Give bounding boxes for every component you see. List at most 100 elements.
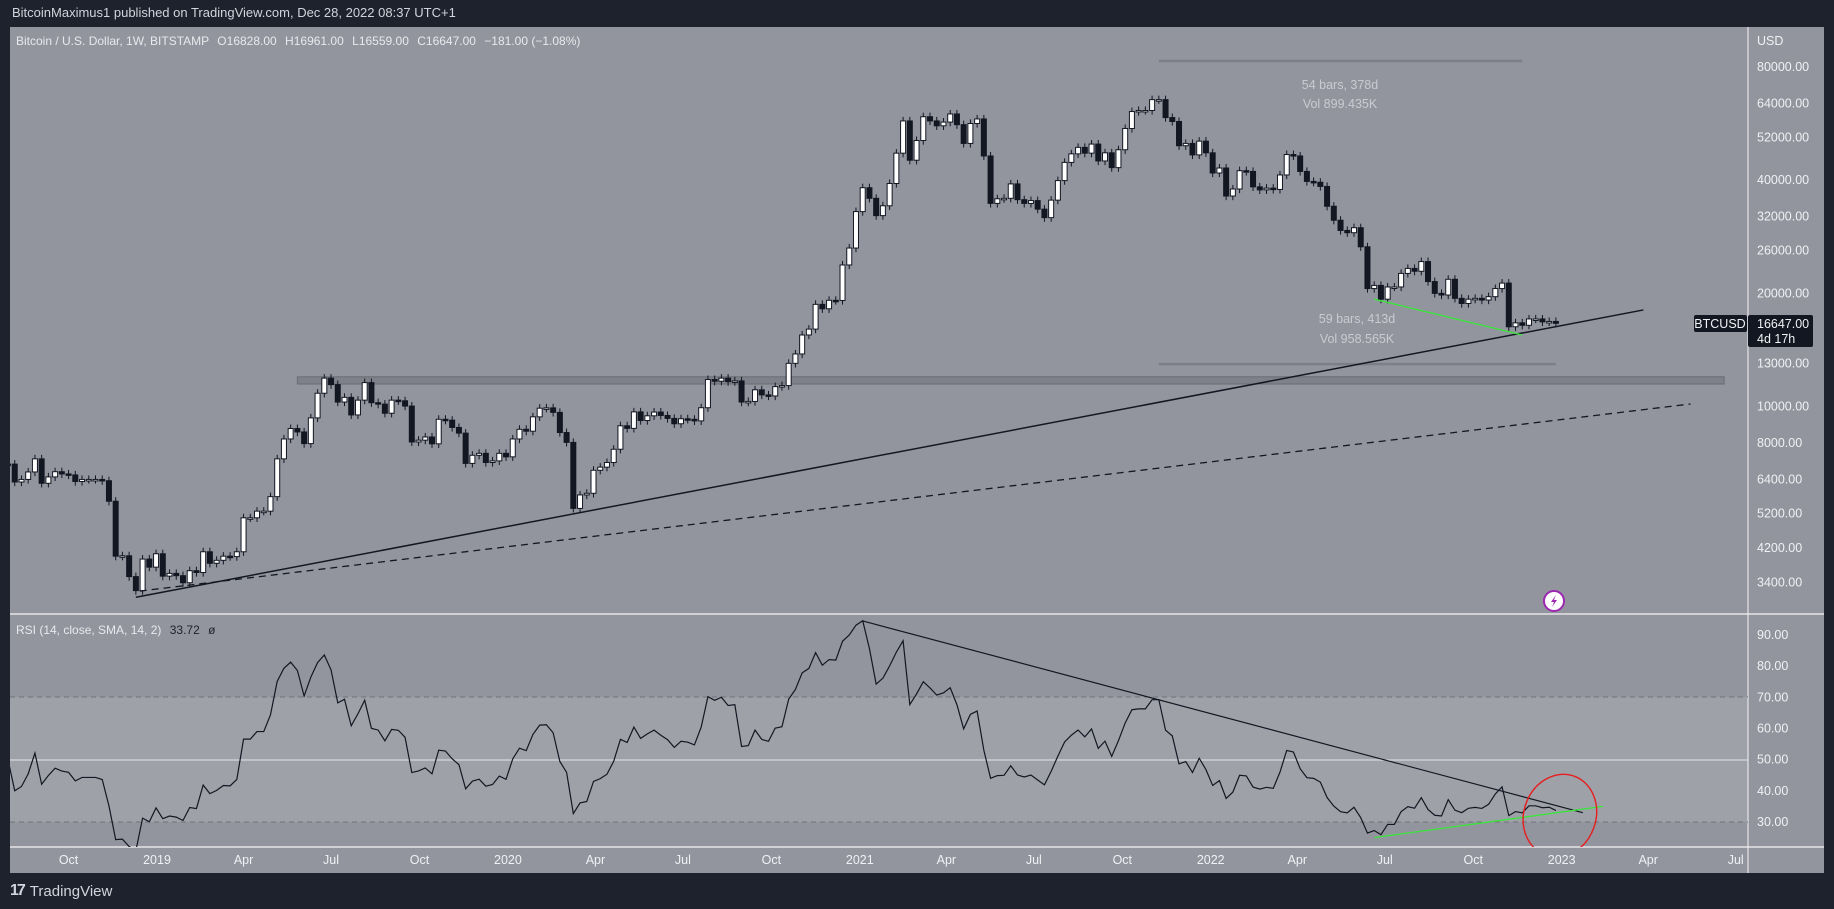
candle-body — [213, 559, 220, 564]
candle-body — [79, 478, 86, 482]
candle-body — [1256, 186, 1263, 191]
candle-body — [126, 555, 133, 578]
rsi-title[interactable]: RSI (14, close, SMA, 14, 2) — [16, 623, 162, 637]
time-axis-label: Apr — [1288, 853, 1307, 867]
candle — [1081, 143, 1088, 158]
candle-body — [570, 441, 577, 509]
parallel-dashed-trendline[interactable] — [139, 403, 1691, 592]
candle-body — [1081, 146, 1088, 154]
candle — [1283, 150, 1290, 180]
price-tick-label: 10000.00 — [1757, 400, 1809, 414]
candle — [1303, 167, 1310, 186]
candle-body — [1317, 181, 1324, 187]
candle — [85, 475, 92, 484]
candle — [1001, 194, 1008, 203]
low-label: L — [352, 34, 359, 48]
candle — [240, 513, 247, 556]
candle — [906, 116, 913, 165]
candle-body — [947, 113, 954, 123]
price-divergence-line[interactable] — [1374, 298, 1523, 336]
candle — [1007, 179, 1014, 203]
candle-body — [38, 458, 45, 484]
rsi-trendline[interactable] — [862, 620, 1583, 814]
price-tick-label: 8000.00 — [1757, 436, 1802, 450]
candle — [1276, 170, 1283, 194]
candle — [1297, 151, 1304, 176]
candle — [785, 359, 792, 390]
candle-body — [146, 558, 153, 568]
candle — [1445, 275, 1452, 300]
candle — [1250, 167, 1257, 191]
candle — [1196, 137, 1203, 160]
candle — [819, 300, 826, 313]
price-axis-currency: USD — [1757, 34, 1783, 48]
candle — [227, 552, 234, 561]
candle-body — [1499, 282, 1506, 290]
candle — [859, 183, 866, 216]
candle-body — [11, 463, 18, 483]
price-tick-label: 26000.00 — [1757, 244, 1809, 258]
candle — [577, 490, 584, 513]
candle-body — [274, 458, 281, 498]
candle — [348, 393, 355, 420]
candle — [408, 402, 415, 447]
resistance-zone[interactable] — [296, 376, 1725, 385]
candle-body — [1438, 292, 1445, 296]
candle — [496, 449, 503, 466]
candle-body — [1128, 111, 1135, 129]
time-axis-label: Oct — [410, 853, 430, 867]
candle — [920, 112, 927, 145]
candle-body — [1162, 99, 1169, 119]
candle — [745, 397, 752, 407]
lightning-icon[interactable] — [1543, 590, 1565, 612]
candle — [1317, 178, 1324, 191]
candle-body — [482, 452, 489, 463]
time-axis-label: Apr — [234, 853, 253, 867]
candle-body — [1250, 170, 1257, 188]
candle — [1351, 223, 1357, 237]
candle-body — [1539, 318, 1546, 323]
candle-body — [725, 377, 732, 383]
candle — [1337, 216, 1344, 235]
rsi-highlight-circle[interactable] — [1512, 764, 1608, 868]
candle — [375, 398, 382, 409]
support-trendline[interactable] — [135, 309, 1644, 599]
candle — [974, 114, 981, 128]
low-value: 16559.00 — [358, 34, 409, 48]
candle — [940, 118, 947, 130]
candle-body — [1088, 143, 1095, 154]
rsi-tick-label: 70.00 — [1757, 690, 1788, 704]
candle — [146, 555, 153, 572]
candle — [328, 374, 335, 389]
high-value: 16961.00 — [293, 34, 344, 48]
candle — [664, 411, 671, 423]
rsi-line[interactable] — [8, 619, 1557, 851]
candle — [731, 376, 738, 386]
candle-body — [1465, 298, 1472, 304]
candle — [1519, 318, 1526, 330]
candle — [671, 414, 678, 428]
candle — [1532, 314, 1539, 324]
tradingview-logo-icon[interactable]: 17 — [10, 882, 26, 899]
candle-body — [1270, 187, 1277, 191]
candle-body — [462, 432, 469, 464]
candle-body — [603, 461, 610, 468]
candle-body — [778, 385, 785, 388]
rsi-support-line[interactable] — [1374, 805, 1604, 839]
candle — [1176, 117, 1183, 150]
footer-brand[interactable]: TradingView — [29, 882, 113, 900]
symbol-title[interactable]: Bitcoin / U.S. Dollar, 1W, BITSTAMP — [16, 34, 209, 48]
candle — [1216, 163, 1223, 178]
candle-body — [1202, 140, 1209, 154]
candle-body — [1290, 154, 1297, 157]
candle-body — [341, 396, 348, 403]
candle — [846, 244, 853, 270]
candle-body — [550, 407, 557, 413]
candle-body — [940, 121, 947, 127]
time-axis-label: Oct — [59, 853, 79, 867]
candle-body — [1351, 227, 1357, 234]
candle-body — [254, 510, 261, 519]
candle-body — [1398, 272, 1405, 288]
candle — [1061, 158, 1068, 185]
